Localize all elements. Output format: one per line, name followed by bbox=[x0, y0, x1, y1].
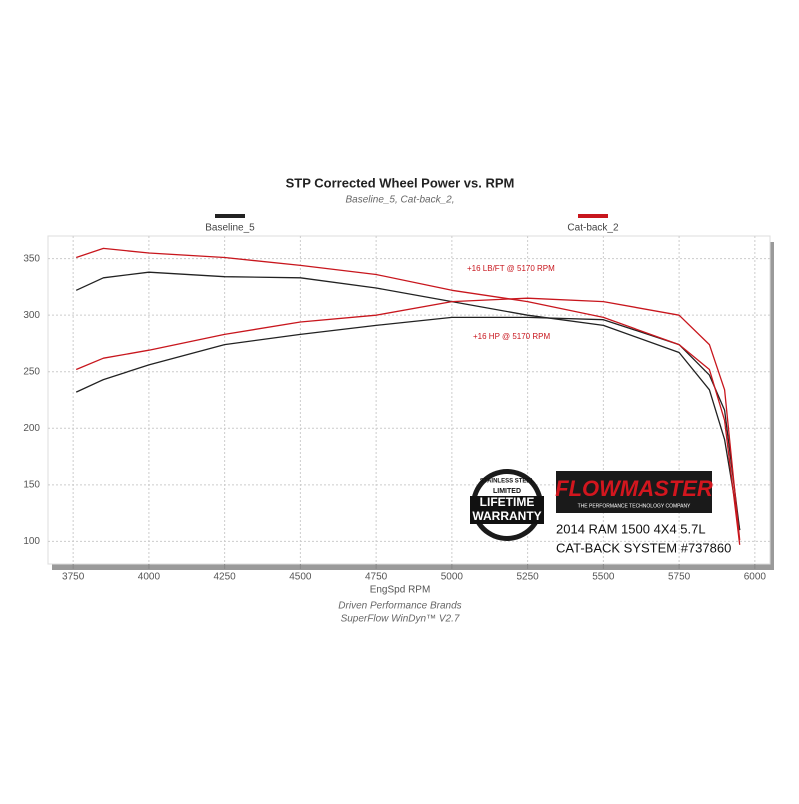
badge-band bbox=[470, 496, 544, 524]
x-tick-label: 4750 bbox=[365, 572, 388, 583]
x-tick-label: 3750 bbox=[62, 572, 85, 583]
badge-text: LIMITED bbox=[493, 488, 521, 495]
legend-label: Cat-back_2 bbox=[567, 223, 619, 234]
badge-text: WARRANTY bbox=[472, 509, 541, 523]
warranty-badge: STAINLESS STEEL LIMITED LIFETIME WARRANT… bbox=[470, 469, 544, 541]
y-tick-label: 150 bbox=[23, 479, 40, 490]
chart-title: STP Corrected Wheel Power vs. RPM bbox=[286, 175, 515, 190]
logo-box bbox=[556, 471, 712, 513]
badge-text: STAINLESS STEEL bbox=[480, 479, 535, 485]
logo-tagline: THE PERFORMANCE TECHNOLOGY COMPANY bbox=[578, 503, 691, 509]
chart-subtitle: Baseline_5, Cat-back_2, bbox=[346, 195, 455, 206]
legend-swatch bbox=[578, 214, 608, 218]
y-tick-label: 200 bbox=[23, 423, 40, 434]
logo-brand: FLOWMASTER bbox=[555, 476, 713, 501]
data-line bbox=[75, 316, 741, 531]
x-tick-label: 5250 bbox=[516, 572, 539, 583]
data-line bbox=[75, 297, 741, 541]
x-tick-label: 5500 bbox=[592, 572, 615, 583]
flowmaster-logo: FLOWMASTER THE PERFORMANCE TECHNOLOGY CO… bbox=[555, 471, 731, 555]
x-tick-label: 4000 bbox=[138, 572, 161, 583]
annotation: +16 HP @ 5170 RPM bbox=[473, 332, 550, 341]
y-tick-label: 300 bbox=[23, 310, 40, 321]
x-axis-label: EngSpd RPM bbox=[370, 585, 431, 596]
annotation: +16 LB/FT @ 5170 RPM bbox=[467, 264, 555, 273]
x-tick-label: 5750 bbox=[668, 572, 691, 583]
footer-text: SuperFlow WinDyn™ V2.7 bbox=[341, 614, 460, 625]
data-line bbox=[75, 247, 741, 545]
footer-text: Driven Performance Brands bbox=[338, 601, 461, 612]
legend-swatch bbox=[215, 214, 245, 218]
y-tick-label: 100 bbox=[23, 536, 40, 547]
badge-text: LIFETIME bbox=[480, 495, 535, 509]
y-tick-label: 250 bbox=[23, 366, 40, 377]
y-tick-label: 350 bbox=[23, 253, 40, 264]
logo-line: 2014 RAM 1500 4X4 5.7L bbox=[556, 521, 706, 536]
x-tick-label: 4250 bbox=[214, 572, 237, 583]
plot-area bbox=[47, 235, 771, 565]
x-tick-label: 4500 bbox=[289, 572, 312, 583]
legend-label: Baseline_5 bbox=[205, 223, 255, 234]
x-tick-label: 6000 bbox=[744, 572, 767, 583]
logo-line: CAT-BACK SYSTEM #737860 bbox=[556, 540, 731, 555]
x-tick-label: 5000 bbox=[441, 572, 464, 583]
